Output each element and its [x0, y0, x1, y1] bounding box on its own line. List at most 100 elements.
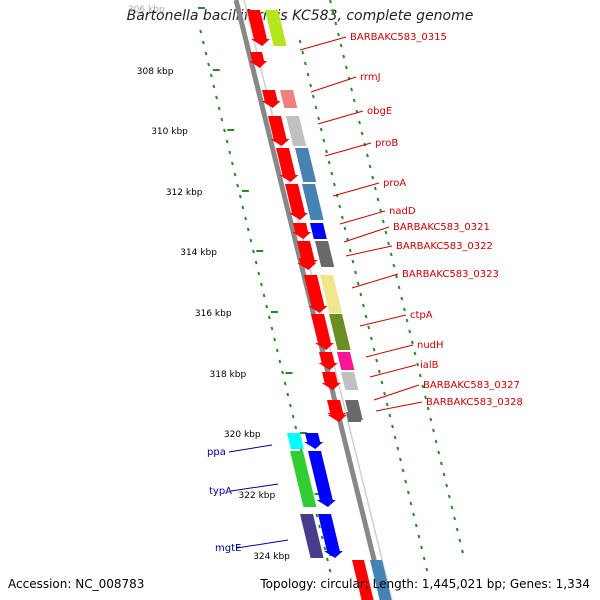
tick-mark — [340, 215, 344, 220]
tick-mark — [373, 186, 377, 191]
gene-label-right: nadD — [389, 206, 416, 217]
tick-mark — [352, 98, 356, 103]
gene-block-right — [310, 223, 327, 239]
tick-mark — [199, 29, 203, 34]
scale-label: 312 kbp — [166, 188, 203, 198]
gene-label-leader — [369, 364, 417, 378]
tick-mark — [303, 61, 307, 66]
tick-mark — [318, 524, 321, 529]
tick-mark — [331, 10, 335, 15]
tick-mark — [236, 183, 240, 188]
tick-mark — [244, 216, 248, 221]
tick-mark — [348, 248, 352, 253]
tick-mark — [329, 0, 332, 4]
tick-mark — [339, 43, 343, 48]
gene-arrow-right — [292, 223, 312, 239]
gene-label-left: ppa — [207, 447, 226, 458]
tick-mark — [217, 106, 221, 111]
tick-mark — [384, 230, 388, 235]
tick-mark — [273, 337, 277, 342]
tick-mark — [267, 315, 271, 320]
gene-label-right: proB — [375, 138, 398, 149]
tick-mark — [362, 303, 365, 308]
tick-mark — [453, 516, 457, 521]
tick-mark — [328, 568, 332, 573]
tick-mark — [283, 381, 287, 386]
tick-mark — [392, 263, 396, 268]
tick-mark — [338, 204, 342, 209]
gene-arrow-right — [249, 52, 268, 68]
gene-label-leader — [228, 444, 273, 453]
tick-mark — [432, 428, 435, 433]
gene-block-right — [286, 116, 307, 146]
tick-mark — [417, 534, 421, 539]
tick-mark — [380, 380, 384, 385]
tick-mark — [405, 318, 409, 323]
map-title: Bartonella bacilliformis KC583, complete… — [126, 8, 474, 24]
tick-mark — [398, 457, 402, 462]
tick-mark — [429, 417, 433, 422]
gene-label-leader — [332, 182, 380, 197]
gene-label-leader — [351, 273, 399, 289]
tick-mark — [359, 292, 363, 297]
tick-mark — [342, 54, 346, 59]
tick-mark — [207, 62, 211, 67]
tick-mark — [437, 450, 441, 455]
tick-mark — [259, 282, 263, 287]
scale-label: 314 kbp — [180, 248, 217, 258]
gene-label-right: BARBAKC583_0328 — [426, 397, 523, 408]
tick-mark — [412, 512, 416, 517]
tick-mark — [418, 373, 422, 378]
gene-label-leader — [317, 110, 364, 125]
gene-label-right: BARBAKC583_0321 — [393, 222, 490, 233]
gene-block-left — [287, 433, 304, 449]
tick-mark — [323, 546, 327, 551]
tick-mark — [319, 127, 323, 132]
tick-mark — [315, 513, 319, 518]
tick-mark — [233, 172, 237, 177]
scale-label: 306 kbp — [128, 5, 165, 15]
tick-mark — [434, 439, 438, 444]
gene-label-right: rrmJ — [360, 72, 381, 83]
tick-mark — [252, 249, 255, 254]
scale-label: 320 kbp — [224, 430, 261, 440]
gene-block-right — [295, 148, 317, 182]
tick-mark — [246, 227, 250, 232]
gene-block-right — [280, 90, 298, 108]
gene-arrow-right — [276, 148, 299, 182]
tick-mark — [409, 501, 413, 506]
tick-mark — [424, 395, 427, 400]
scale-label: 308 kbp — [137, 67, 174, 77]
tick-mark — [402, 307, 406, 312]
tick-mark — [364, 314, 368, 319]
tick-mark — [238, 194, 242, 199]
gene-block-right — [337, 352, 355, 370]
scale-label: 324 kbp — [253, 552, 290, 562]
tick-mark — [422, 556, 426, 561]
gene-arrow-right — [304, 275, 328, 313]
tick-mark — [270, 326, 274, 331]
tick-mark — [385, 402, 389, 407]
tick-mark — [220, 117, 224, 122]
tick-mark — [371, 175, 375, 180]
tick-mark — [368, 164, 372, 169]
gene-label-leader — [310, 76, 357, 93]
gene-block-right — [315, 241, 335, 267]
gene-arrow-right — [311, 314, 334, 350]
tick-mark — [372, 347, 376, 352]
gene-label-left: typA — [209, 486, 232, 497]
gene-label-right: proA — [383, 178, 406, 189]
tick-mark — [455, 527, 459, 532]
tick-mark — [291, 414, 295, 419]
tick-mark — [413, 351, 417, 356]
scale-label: 310 kbp — [151, 127, 188, 137]
tick-mark — [461, 549, 464, 554]
gene-block-right — [352, 560, 374, 600]
gene-arrow-left — [308, 451, 336, 507]
tick-mark — [420, 545, 423, 550]
tick-mark — [350, 87, 354, 92]
gene-label-left: mgtE — [215, 543, 241, 554]
tick-mark — [404, 479, 408, 484]
